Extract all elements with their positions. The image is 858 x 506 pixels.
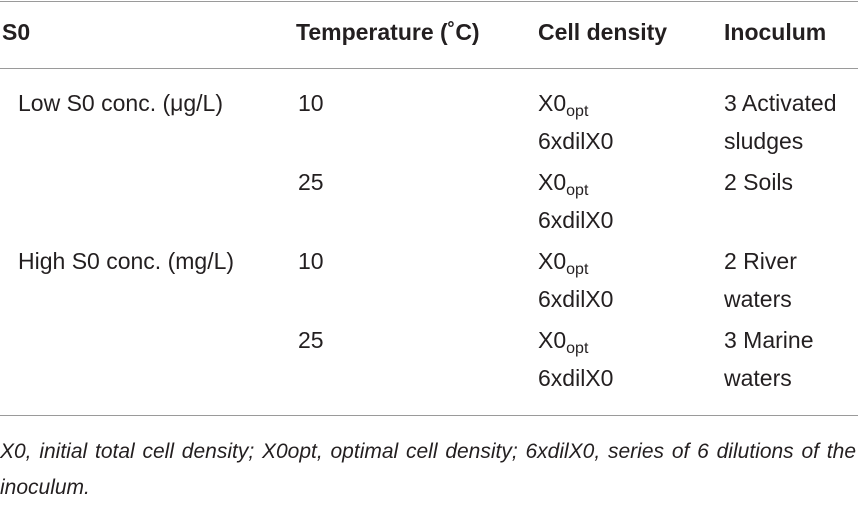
table-top-rule [0, 1, 858, 2]
row-2-density-opt: X0opt [538, 169, 589, 199]
row-1-temperature: 10 [298, 90, 324, 116]
row-4-density-dil: 6xdilX0 [538, 365, 614, 391]
table-footnote: X0, initial total cell density; X0opt, o… [0, 440, 856, 499]
row-2-density-dil: 6xdilX0 [538, 207, 614, 233]
row-1-s0: Low S0 conc. (μg/L) [18, 90, 224, 116]
row-3-s0: High S0 conc. (mg/L) [18, 248, 235, 274]
row-3-density-opt: X0opt [538, 248, 589, 278]
row-4-inoculum-line-2: waters [724, 365, 792, 391]
row-2-inoculum-line-1: 2 Soils [724, 169, 794, 195]
row-1-inoculum-line-1: 3 Activated [724, 90, 837, 116]
row-1-density-dil: 6xdilX0 [538, 128, 614, 154]
header-inoculum: Inoculum [724, 19, 827, 45]
row-4-density-opt: X0opt [538, 327, 589, 357]
row-1-inoculum-line-2: sludges [724, 128, 804, 154]
header-cell-density: Cell density [538, 19, 668, 45]
row-3-density-dil: 6xdilX0 [538, 286, 614, 312]
header-rule [0, 68, 858, 69]
row-1-density-opt: X0opt [538, 90, 589, 120]
header-s0: S0 [2, 19, 31, 45]
row-3-inoculum-line-1: 2 River [724, 248, 797, 274]
row-3-temperature: 10 [298, 248, 324, 274]
row-3-inoculum-line-2: waters [724, 286, 792, 312]
header-temperature: Temperature (˚C) [296, 19, 480, 45]
row-2-temperature: 25 [298, 169, 324, 195]
table-bottom-rule [0, 415, 858, 416]
row-4-inoculum-line-1: 3 Marine [724, 327, 814, 353]
row-4-temperature: 25 [298, 327, 324, 353]
